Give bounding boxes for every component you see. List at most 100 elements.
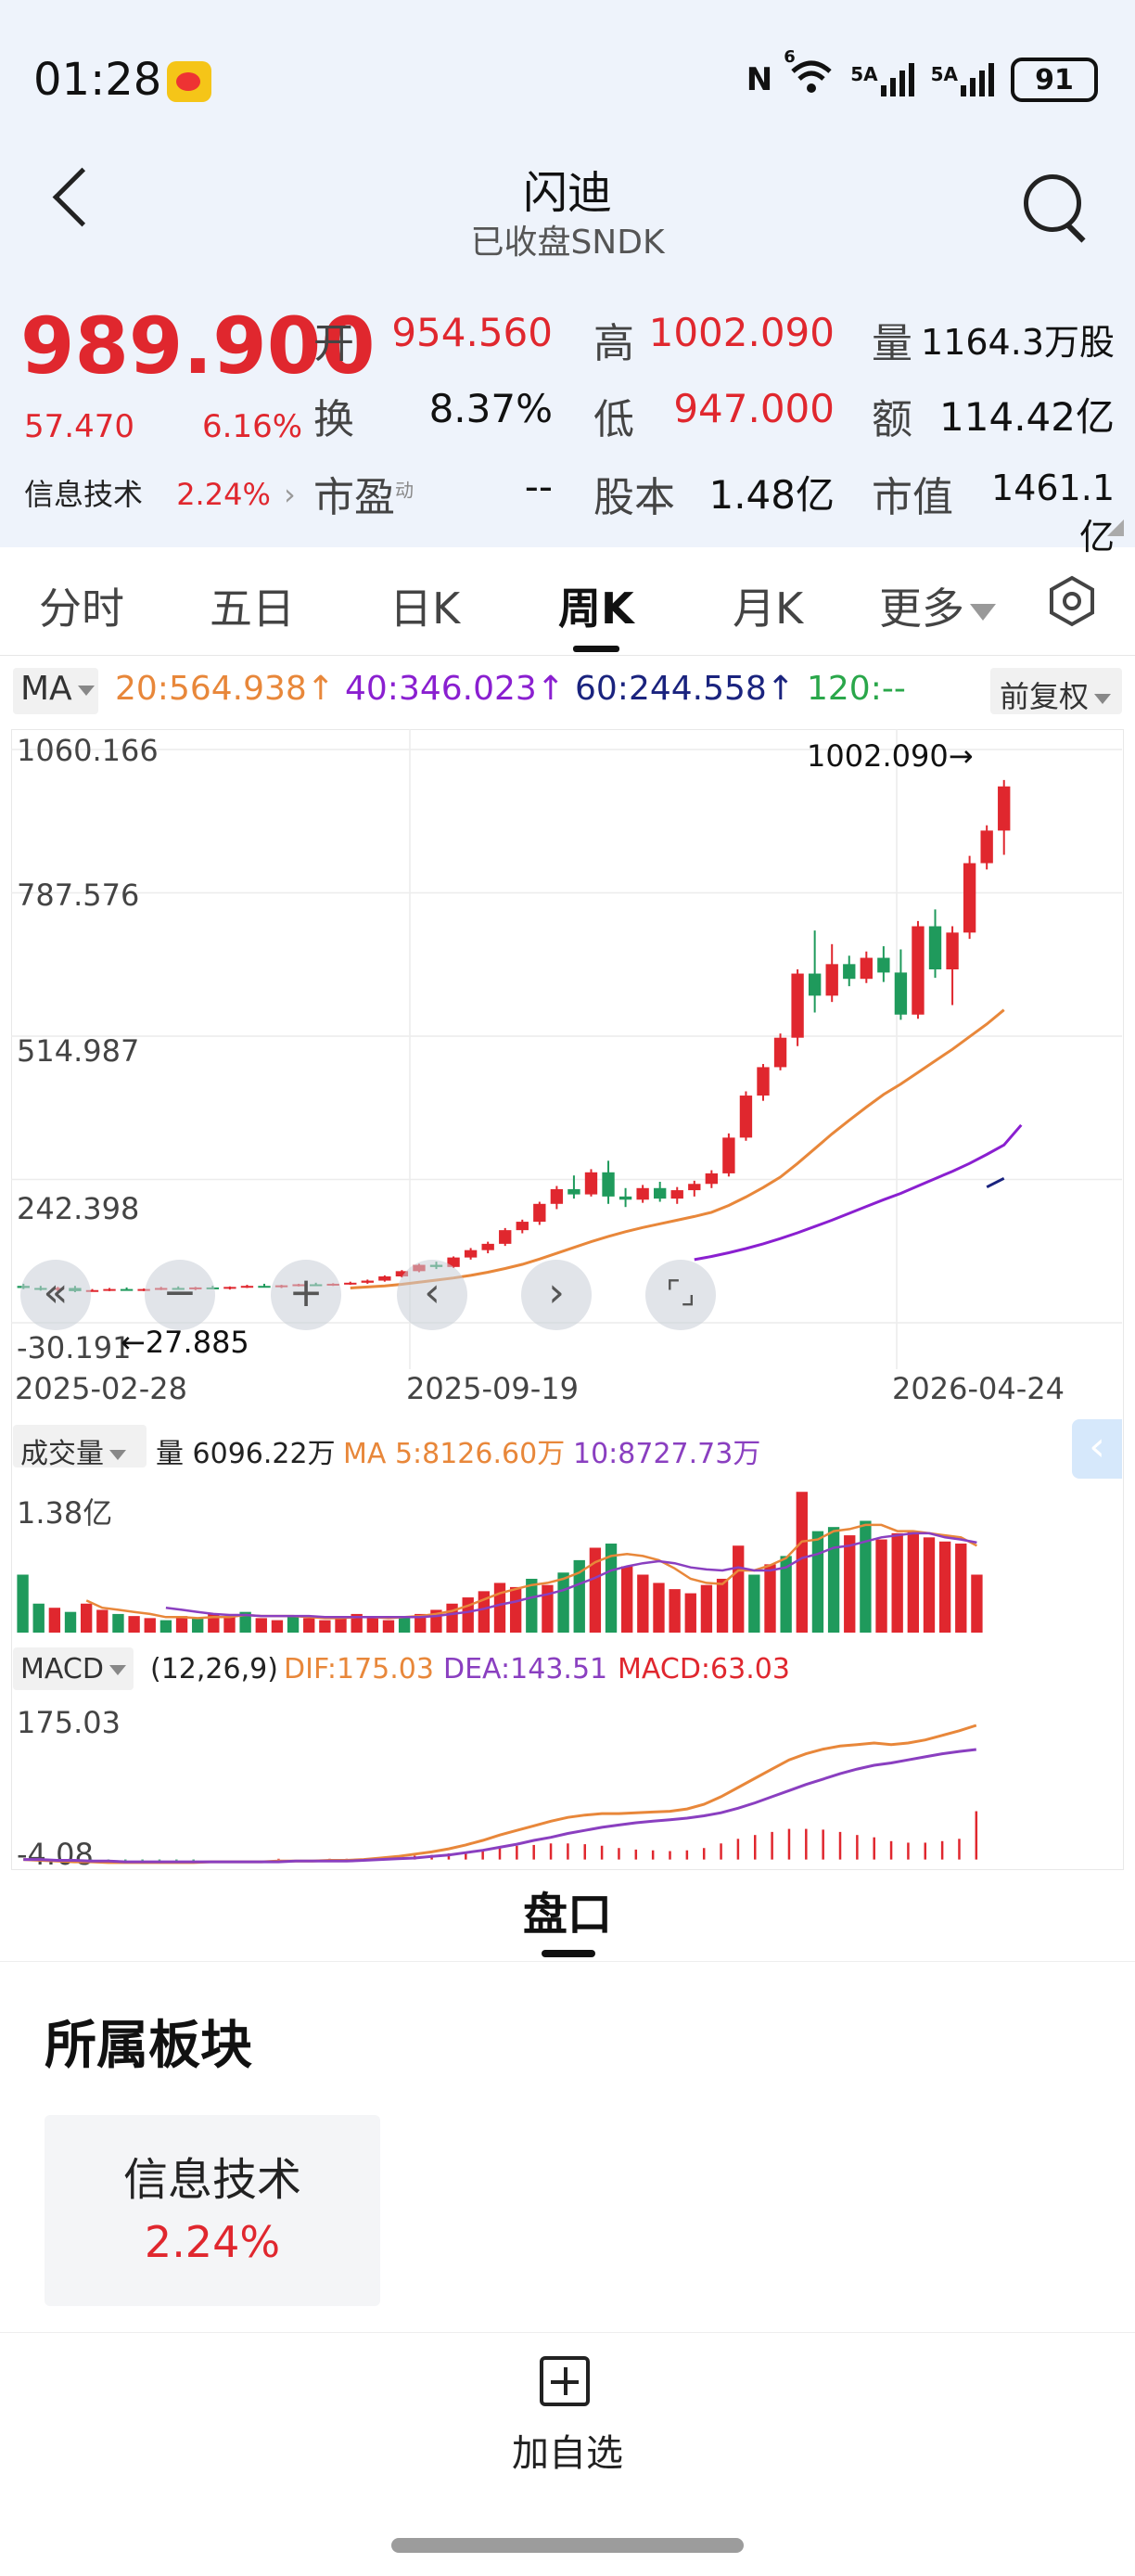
macd-y-bottom: -4.08 (17, 1837, 94, 1872)
volume-bar (96, 1609, 108, 1633)
volume-bar (844, 1535, 856, 1633)
ma40-value: 40:346.023↑ (345, 670, 565, 708)
adjust-selector-text: 前复权 (1000, 679, 1090, 714)
chart-frame (11, 729, 1124, 1870)
label-pe-sup: 动 (395, 479, 414, 502)
candle-body (757, 1067, 770, 1096)
candle-body (395, 1271, 409, 1277)
scroll-right-button[interactable]: › (521, 1260, 592, 1330)
value-open: 954.560 (391, 310, 553, 355)
ma60-value: 60:244.558↑ (575, 670, 795, 708)
tab-daily-k[interactable]: 日K (389, 583, 461, 634)
candle-body (568, 1188, 580, 1195)
macd-dea: DEA:143.51 (443, 1653, 608, 1685)
chevron-down-icon (1094, 693, 1112, 704)
status-time: 01:28 (33, 54, 162, 106)
header (0, 139, 1135, 260)
macd-dif: DIF:175.03 (284, 1653, 434, 1685)
label-pe-text: 市盈 (313, 474, 395, 521)
volume-bar (17, 1574, 29, 1633)
volume-bar (733, 1545, 745, 1633)
volume-bar (144, 1618, 156, 1633)
sector-card-pct: 2.24% (144, 2217, 281, 2267)
candle-body (240, 1286, 254, 1288)
tab-intraday[interactable]: 分时 (39, 583, 124, 634)
label-amount: 额 (872, 396, 912, 443)
candle-body (946, 932, 959, 970)
current-price: 989.900 (20, 301, 376, 391)
tab-five-day[interactable]: 五日 (210, 583, 295, 634)
volume-selector[interactable] (13, 1425, 147, 1467)
candle-body (378, 1276, 391, 1281)
add-to-watchlist-icon[interactable] (540, 2356, 590, 2406)
candle-body (963, 863, 976, 933)
volume-bar (271, 1620, 284, 1633)
candle-body (808, 973, 822, 996)
volume-bar (526, 1578, 538, 1633)
volume-bar (860, 1520, 872, 1633)
candle-body (223, 1287, 236, 1289)
candle-body (688, 1184, 701, 1191)
tab-monthly-k[interactable]: 月K (733, 583, 804, 634)
label-shares: 股本 (593, 474, 675, 521)
battery-level: 91 (1035, 63, 1074, 96)
volume-bar (462, 1597, 474, 1633)
add-to-watchlist-label[interactable]: 加自选 (512, 2432, 623, 2475)
candle-body (654, 1187, 667, 1199)
candle-body (481, 1243, 494, 1250)
candle-body (705, 1173, 719, 1185)
sector-link[interactable]: 信息技术 2.24% › (24, 471, 296, 514)
wifi-icon: 6 (784, 47, 834, 100)
corner-expand-icon[interactable] (1107, 519, 1124, 536)
candle-body (499, 1230, 512, 1244)
sector-section-title: 所属板块 (45, 2016, 252, 2076)
macd-chart (23, 1724, 978, 1865)
home-indicator[interactable] (391, 2538, 744, 2553)
volume-bar (907, 1531, 920, 1633)
candle-body (912, 926, 925, 1015)
value-amount: 114.42亿 (939, 394, 1115, 440)
candle-body (980, 830, 993, 864)
macd-params: (12,26,9) (150, 1653, 278, 1685)
value-pe: -- (524, 464, 553, 509)
settings-hexagon-icon[interactable] (1046, 575, 1098, 627)
zoom-minus-button[interactable]: − (145, 1260, 215, 1330)
volume-bar (589, 1547, 602, 1633)
sector-card[interactable] (45, 2115, 380, 2306)
volume-bar (223, 1616, 236, 1633)
volume-bar (923, 1537, 936, 1633)
scroll-left-button[interactable]: ‹ (397, 1260, 467, 1330)
weibo-icon (167, 61, 211, 102)
volume-bar (255, 1618, 267, 1633)
candle-body (843, 964, 856, 980)
adjust-selector[interactable] (990, 668, 1122, 714)
tab-order-book[interactable]: 盘口 (522, 1889, 612, 1941)
tab-more[interactable]: 更多 (879, 575, 996, 636)
candle-body (791, 973, 804, 1038)
ma120-value: 120:-- (807, 670, 906, 708)
max-price-label: 1002.090→ (807, 738, 974, 774)
chevron-down-icon (77, 685, 95, 696)
volume-bar (700, 1584, 713, 1633)
ma40-line (694, 1123, 1023, 1262)
label-volume: 量 (872, 320, 912, 367)
divider (0, 1961, 1135, 1962)
volume-bar (48, 1608, 61, 1633)
fullscreen-icon[interactable]: ⌜⌟ (645, 1260, 716, 1330)
volume-ma5-line (85, 1523, 977, 1620)
collapse-panel-button[interactable]: ‹ (1072, 1419, 1122, 1479)
volume-bar (796, 1492, 808, 1633)
macd-dif-line (23, 1724, 977, 1865)
tab-weekly-k[interactable]: 周K (558, 583, 634, 634)
volume-bar (573, 1559, 585, 1633)
zoom-out-far-button[interactable]: « (20, 1260, 91, 1330)
search-icon[interactable] (1024, 174, 1081, 232)
x-tick-0: 2025-02-28 (15, 1371, 187, 1406)
label-pe: 市盈动 (313, 464, 414, 523)
label-turnover: 换 (313, 396, 354, 443)
volume-bar (32, 1603, 45, 1633)
volume-bar (621, 1566, 633, 1633)
zoom-plus-button[interactable]: + (271, 1260, 341, 1330)
dropdown-triangle-icon (970, 603, 996, 621)
value-high: 1002.090 (648, 310, 835, 355)
